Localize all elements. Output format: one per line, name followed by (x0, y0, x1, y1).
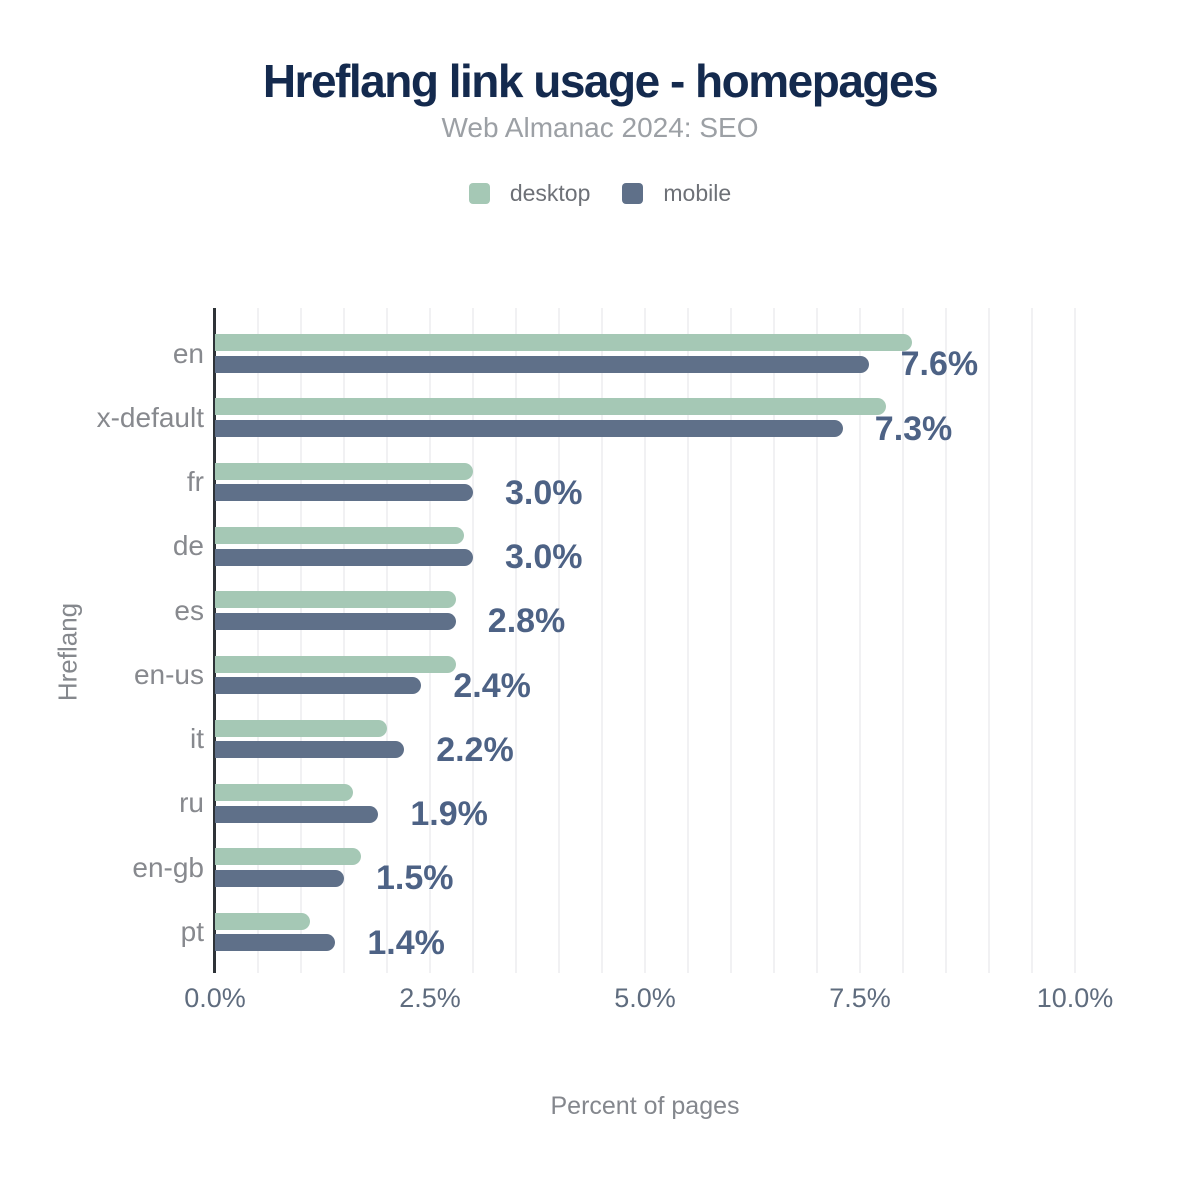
grid-line (859, 308, 861, 973)
grid-line (300, 308, 302, 973)
grid-line (386, 308, 388, 973)
bar-mobile-x-default (215, 420, 843, 438)
value-label-en-gb: 1.5% (376, 859, 454, 898)
grid-line (1031, 308, 1033, 973)
value-label-x-default: 7.3% (874, 409, 953, 448)
bar-desktop-en-us (215, 655, 456, 673)
value-label-pt: 1.4% (367, 923, 445, 962)
grid-line (644, 308, 646, 973)
x-tick-label: 5.0% (614, 983, 676, 1013)
bar-desktop-es (215, 591, 456, 609)
bar-mobile-en (215, 355, 869, 373)
grid-line (343, 308, 345, 973)
bar-desktop-en (215, 334, 912, 352)
x-tick-label: 2.5% (399, 983, 461, 1013)
grid-line (601, 308, 603, 973)
bar-mobile-ru (215, 805, 379, 823)
legend: desktop mobile (0, 180, 1200, 207)
legend-label: mobile (663, 180, 732, 206)
grid-line (472, 308, 474, 973)
grid-line (902, 308, 904, 973)
category-label-en-us: en-us (133, 658, 204, 690)
plot-area (213, 308, 1076, 973)
category-label-en: en (172, 337, 204, 369)
bar-desktop-ru (215, 784, 353, 802)
category-label-it: it (190, 723, 204, 755)
grid-line (257, 308, 259, 973)
x-tick-label: 10.0% (1036, 983, 1114, 1013)
legend-swatch-mobile (622, 183, 644, 204)
bar-mobile-en-gb (215, 869, 344, 887)
grid-line (1074, 308, 1076, 973)
value-label-ru: 1.9% (410, 795, 488, 834)
bar-mobile-it (215, 741, 405, 759)
value-label-en-us: 2.4% (453, 666, 531, 705)
bar-mobile-de (215, 548, 473, 566)
category-label-de: de (172, 530, 204, 562)
value-label-it: 2.2% (436, 730, 514, 769)
legend-swatch-desktop (468, 183, 490, 204)
bar-mobile-pt (215, 934, 336, 952)
bar-desktop-pt (215, 912, 310, 930)
x-tick-label: 0.0% (184, 983, 246, 1013)
bar-mobile-es (215, 612, 456, 630)
x-axis-title: Percent of pages (550, 1092, 740, 1120)
grid-line (558, 308, 560, 973)
legend-label: desktop (509, 180, 591, 206)
value-label-fr: 3.0% (505, 473, 583, 512)
bar-desktop-de (215, 527, 465, 544)
bar-desktop-it (215, 719, 387, 737)
grid-line (988, 308, 990, 973)
bar-mobile-en-us (215, 677, 422, 695)
grid-line (730, 308, 732, 973)
category-label-es: es (174, 594, 204, 626)
category-label-x-default: x-default (96, 401, 204, 433)
grid-line (429, 308, 431, 973)
y-axis-line (213, 308, 216, 973)
bar-mobile-fr (215, 484, 473, 502)
category-label-ru: ru (179, 787, 204, 819)
legend-item-mobile[interactable]: mobile (622, 180, 731, 207)
chart-subtitle: Web Almanac 2024: SEO (441, 112, 759, 143)
chart-title: Hreflang link usage - homepages (262, 55, 939, 107)
grid-line (515, 308, 517, 973)
bar-desktop-x-default (215, 398, 886, 416)
grid-line (773, 308, 775, 973)
category-label-fr: fr (186, 466, 204, 498)
category-label-en-gb: en-gb (132, 851, 204, 883)
value-label-en: 7.6% (900, 345, 979, 384)
grid-line (945, 308, 947, 973)
x-tick-label: 7.5% (829, 983, 891, 1013)
value-label-es: 2.8% (487, 602, 566, 641)
bar-desktop-fr (215, 462, 473, 480)
value-label-de: 3.0% (505, 538, 583, 577)
bar-desktop-en-gb (215, 848, 362, 866)
grid-line (687, 308, 689, 973)
legend-item-desktop[interactable]: desktop (468, 180, 591, 207)
category-label-pt: pt (180, 915, 204, 947)
grid-line (816, 308, 818, 973)
